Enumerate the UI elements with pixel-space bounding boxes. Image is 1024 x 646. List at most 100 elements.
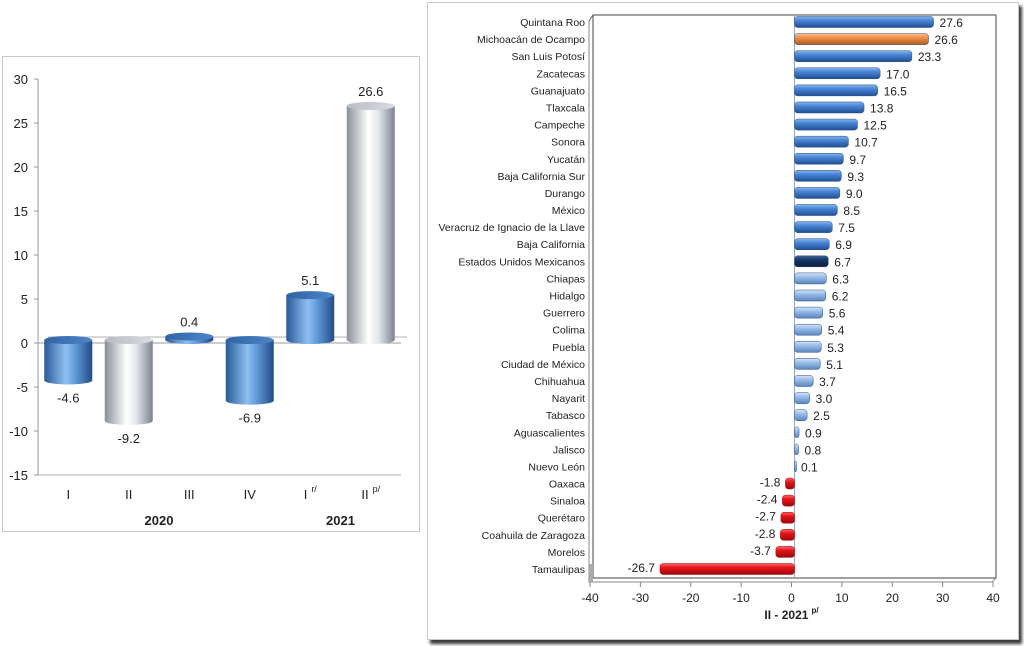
category-label: San Luis Potosí xyxy=(511,51,585,63)
value-label: 0.1 xyxy=(801,460,818,474)
value-label: -4.6 xyxy=(57,390,79,405)
category-label: Morelos xyxy=(548,547,585,559)
category-label: Tamaulipas xyxy=(532,564,585,576)
category-label: Guanajuato xyxy=(531,85,585,97)
x-tick-label: 20 xyxy=(886,591,900,605)
bar xyxy=(794,135,849,148)
value-label: 0.4 xyxy=(180,314,198,329)
category-label: Hidalgo xyxy=(549,291,585,303)
value-label: 6.2 xyxy=(832,290,849,304)
frame-depth-edge xyxy=(588,21,997,583)
category-label: Puebla xyxy=(552,342,585,354)
value-label: -2.7 xyxy=(755,510,776,524)
value-label: 9.0 xyxy=(846,187,863,201)
x-tick-superscript: r/ xyxy=(311,484,317,494)
category-label: Guerrero xyxy=(543,308,585,320)
bar-cylinder-cap xyxy=(165,332,214,341)
value-label: 26.6 xyxy=(934,33,958,47)
category-label: Coahuila de Zaragoza xyxy=(482,530,585,542)
bar xyxy=(794,306,823,319)
category-label: Chiapas xyxy=(546,273,585,285)
bar-0 xyxy=(44,336,93,385)
value-label: 6.3 xyxy=(832,272,849,286)
value-label: 10.7 xyxy=(854,136,878,150)
x-tick-text: II xyxy=(125,487,132,502)
bar xyxy=(794,67,881,80)
x-axis-title-superscript: p/ xyxy=(811,606,819,615)
x-axis-title-text: II - 2021 xyxy=(764,608,808,622)
category-label: Estados Unidos Mexicanos xyxy=(458,256,585,268)
value-label: 3.7 xyxy=(819,375,836,389)
bar xyxy=(794,153,844,165)
value-label: 6.9 xyxy=(835,238,852,252)
bar-3 xyxy=(225,336,274,405)
bar xyxy=(794,426,800,438)
value-label: 9.7 xyxy=(849,153,866,167)
bar xyxy=(794,187,841,199)
value-label: 12.5 xyxy=(863,119,887,133)
x-tick-label: II p/ xyxy=(361,484,380,502)
bar-cylinder-body xyxy=(44,340,93,385)
y-axis: 30 25 20 15 10 5 0 -5 -10 -15 xyxy=(9,72,407,483)
value-label: 5.3 xyxy=(827,341,844,355)
bar-cylinder-body xyxy=(286,295,335,344)
x-tick-label: I xyxy=(66,487,70,502)
value-label: 0.8 xyxy=(805,443,822,457)
y-tick-label: -10 xyxy=(9,424,28,439)
x-tick-label: -20 xyxy=(682,591,700,605)
category-label: Veracruz de Ignacio de la Llave xyxy=(438,222,585,234)
bar xyxy=(794,50,913,62)
value-label: 6.7 xyxy=(834,255,851,269)
value-label: 5.4 xyxy=(828,324,845,338)
x-tick-label: 40 xyxy=(986,591,1000,605)
bar xyxy=(794,238,830,250)
bar xyxy=(794,33,929,45)
bar xyxy=(794,289,826,302)
bar xyxy=(794,272,827,285)
bar xyxy=(794,358,821,370)
x-tick-text: I xyxy=(304,487,308,502)
bar-cylinder-cap xyxy=(225,336,274,344)
y-tick-label: 30 xyxy=(14,72,28,87)
bar xyxy=(780,529,795,541)
x-tick-label: IV xyxy=(244,487,257,502)
x-tick-label: 10 xyxy=(835,591,849,605)
bar xyxy=(782,494,795,507)
category-label: Ciudad de México xyxy=(501,359,585,371)
frame-floor-shade xyxy=(589,564,593,582)
labels-group: -40 -30 -20 -10 0 10 20 30 40 II - 2021 p/Quintana… xyxy=(438,16,1000,622)
x-tick-label: -30 xyxy=(632,591,650,605)
labels-group: -4.6 I -9.2 II 0.4 III -6.9 IV 5.1 I r/26.6 II p/202… xyxy=(57,84,383,528)
value-label: 8.5 xyxy=(843,204,860,218)
bars-group xyxy=(44,101,395,425)
state-growth-chart: -40 -30 -20 -10 0 10 20 30 40 II - 2021 p/Quintana… xyxy=(438,14,1000,622)
x-tick-label: -10 xyxy=(732,591,750,605)
x-tick-label: 30 xyxy=(936,591,950,605)
bar-cylinder-cap xyxy=(346,101,395,110)
year-group-label: 2020 xyxy=(145,513,174,528)
x-tick-text: IV xyxy=(244,487,257,502)
bar-cylinder-cap xyxy=(286,291,335,300)
value-label: -9.2 xyxy=(118,431,140,446)
category-label: Tlaxcala xyxy=(546,102,585,114)
bar-2 xyxy=(165,332,214,344)
x-tick-label: -40 xyxy=(581,591,599,605)
bar-cylinder-cap xyxy=(104,336,153,344)
category-label: Nuevo León xyxy=(528,461,585,473)
value-label: -2.4 xyxy=(757,493,778,507)
bar-5 xyxy=(346,101,395,344)
category-label: Querétaro xyxy=(538,513,585,525)
category-label: Aguascalientes xyxy=(514,427,585,439)
bar xyxy=(794,341,822,353)
bar-1 xyxy=(104,336,153,425)
value-label: 27.6 xyxy=(940,16,964,30)
category-label: Chihuahua xyxy=(534,376,585,388)
category-label: Sonora xyxy=(551,137,585,149)
frame-corner xyxy=(588,14,594,22)
y-tick-label: 0 xyxy=(21,336,28,351)
bar xyxy=(794,392,810,404)
category-label: Nayarit xyxy=(552,393,585,405)
y-tick-label: 5 xyxy=(21,292,28,307)
bar xyxy=(794,255,829,268)
